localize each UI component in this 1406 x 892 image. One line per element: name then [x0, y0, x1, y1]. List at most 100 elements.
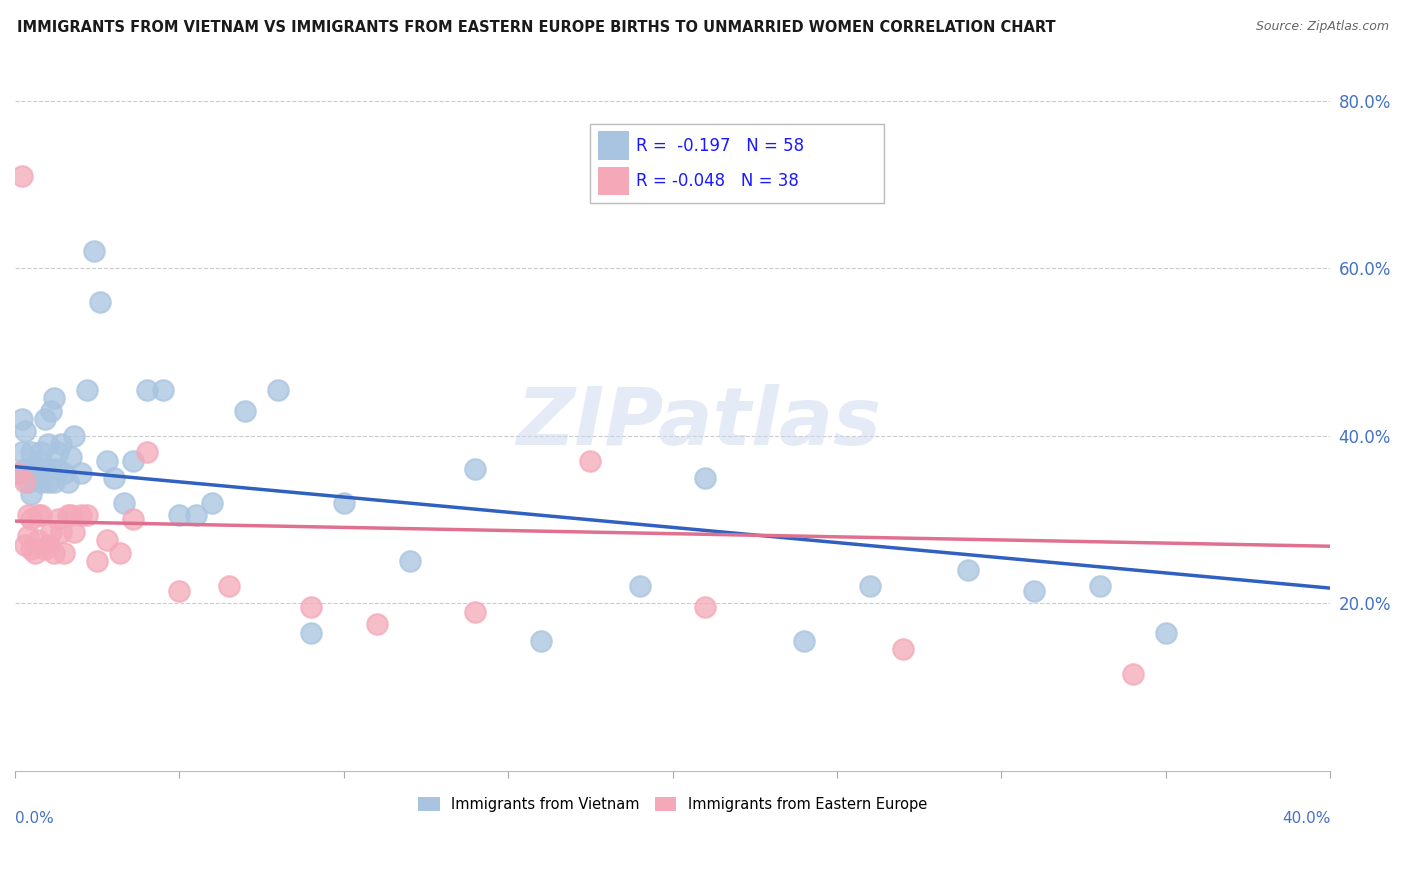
Point: [333, 496, 356, 510]
Point: [96, 454, 118, 468]
Point: [1024, 583, 1046, 598]
Point: [859, 579, 882, 593]
Text: Source: ZipAtlas.com: Source: ZipAtlas.com: [1256, 20, 1389, 33]
Point: [63, 428, 86, 442]
Point: [398, 554, 420, 568]
Point: [17, 529, 39, 543]
Point: [56, 508, 79, 523]
Point: [46, 462, 69, 476]
Point: [122, 512, 145, 526]
Point: [17, 462, 39, 476]
Point: [24, 546, 46, 560]
Point: [37, 475, 59, 489]
Point: [20, 541, 42, 556]
Point: [63, 524, 86, 539]
Point: [53, 546, 76, 560]
Point: [10, 445, 32, 459]
Point: [169, 583, 191, 598]
Point: [27, 467, 49, 481]
Point: [110, 546, 132, 560]
Point: [530, 633, 553, 648]
Text: IMMIGRANTS FROM VIETNAM VS IMMIGRANTS FROM EASTERN EUROPE BIRTHS TO UNMARRIED WO: IMMIGRANTS FROM VIETNAM VS IMMIGRANTS FR…: [17, 20, 1056, 35]
Point: [695, 470, 717, 484]
Point: [27, 533, 49, 548]
Point: [69, 508, 91, 523]
Point: [464, 605, 486, 619]
Point: [201, 496, 224, 510]
Point: [169, 508, 191, 523]
Point: [20, 512, 42, 526]
Point: [152, 383, 174, 397]
Point: [30, 445, 52, 459]
Text: 40.0%: 40.0%: [1282, 811, 1330, 826]
Point: [184, 508, 207, 523]
Point: [44, 546, 66, 560]
Point: [46, 445, 69, 459]
Point: [39, 462, 62, 476]
Point: [37, 437, 59, 451]
Point: [14, 425, 37, 439]
Point: [628, 579, 651, 593]
Point: [34, 541, 56, 556]
Text: 0.0%: 0.0%: [15, 811, 53, 826]
Text: R = -0.048   N = 38: R = -0.048 N = 38: [637, 172, 799, 190]
Point: [135, 383, 157, 397]
Point: [20, 445, 42, 459]
Point: [957, 563, 980, 577]
Point: [49, 524, 72, 539]
Point: [299, 625, 322, 640]
Point: [46, 512, 69, 526]
Text: ZIPatlas: ZIPatlas: [516, 384, 882, 462]
Point: [69, 467, 91, 481]
Point: [14, 537, 37, 551]
Point: [122, 454, 145, 468]
Point: [83, 244, 105, 259]
Point: [135, 445, 157, 459]
Point: [39, 524, 62, 539]
Point: [891, 642, 914, 657]
Point: [793, 633, 815, 648]
Point: [49, 437, 72, 451]
Point: [267, 383, 290, 397]
Text: R =  -0.197   N = 58: R = -0.197 N = 58: [637, 136, 804, 154]
Point: [24, 462, 46, 476]
Point: [17, 508, 39, 523]
Point: [14, 475, 37, 489]
Point: [44, 475, 66, 489]
Point: [44, 391, 66, 405]
Point: [103, 470, 125, 484]
Point: [76, 508, 98, 523]
Point: [96, 533, 118, 548]
Point: [59, 450, 82, 464]
Point: [1154, 625, 1177, 640]
Point: [53, 467, 76, 481]
Point: [56, 475, 79, 489]
Point: [7, 467, 30, 481]
Point: [10, 412, 32, 426]
Point: [24, 470, 46, 484]
Point: [37, 537, 59, 551]
Point: [14, 462, 37, 476]
Point: [1122, 667, 1144, 681]
Point: [76, 383, 98, 397]
Point: [695, 600, 717, 615]
Legend: Immigrants from Vietnam, Immigrants from Eastern Europe: Immigrants from Vietnam, Immigrants from…: [412, 790, 934, 818]
Point: [27, 454, 49, 468]
Point: [17, 475, 39, 489]
Point: [59, 508, 82, 523]
Point: [30, 508, 52, 523]
Point: [464, 462, 486, 476]
Point: [366, 617, 388, 632]
Point: [39, 403, 62, 417]
Point: [579, 454, 602, 468]
Point: [86, 554, 108, 568]
Point: [112, 496, 135, 510]
Point: [233, 403, 256, 417]
Point: [10, 169, 32, 183]
Point: [34, 412, 56, 426]
Point: [1088, 579, 1111, 593]
Point: [7, 467, 30, 481]
Point: [27, 508, 49, 523]
Point: [218, 579, 240, 593]
Point: [30, 475, 52, 489]
